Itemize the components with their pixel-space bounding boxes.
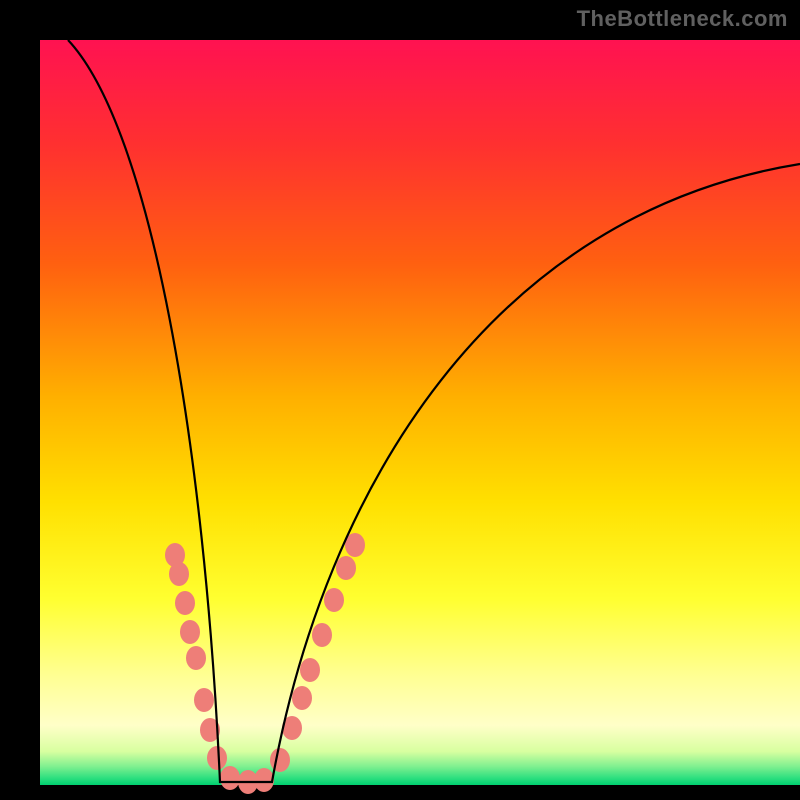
- bottleneck-chart: [0, 0, 800, 800]
- bead-marker: [169, 562, 189, 586]
- bead-marker: [220, 766, 240, 790]
- bead-marker: [292, 686, 312, 710]
- bead-marker: [312, 623, 332, 647]
- chart-frame: { "watermark": { "text": "TheBottleneck.…: [0, 0, 800, 800]
- bead-marker: [270, 748, 290, 772]
- bead-marker: [186, 646, 206, 670]
- bead-marker: [180, 620, 200, 644]
- watermark-text: TheBottleneck.com: [577, 6, 788, 32]
- bead-marker: [175, 591, 195, 615]
- gradient-background: [40, 40, 800, 785]
- bead-marker: [324, 588, 344, 612]
- bead-marker: [300, 658, 320, 682]
- bead-marker: [254, 768, 274, 792]
- bead-marker: [194, 688, 214, 712]
- bead-marker: [207, 746, 227, 770]
- bead-marker: [336, 556, 356, 580]
